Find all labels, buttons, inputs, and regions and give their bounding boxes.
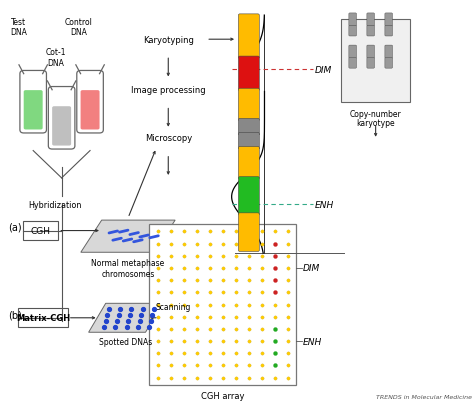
Text: DIM: DIM	[315, 66, 332, 75]
Text: (b): (b)	[9, 310, 22, 320]
FancyBboxPatch shape	[349, 26, 356, 37]
Text: DIM: DIM	[303, 264, 320, 273]
FancyBboxPatch shape	[52, 107, 71, 146]
Text: ENH: ENH	[315, 200, 335, 209]
Text: Spotted DNAs: Spotted DNAs	[99, 337, 152, 346]
Text: Normal metaphase
chromosomes: Normal metaphase chromosomes	[91, 259, 164, 278]
FancyBboxPatch shape	[349, 46, 356, 59]
Text: Control
DNA: Control DNA	[64, 18, 92, 37]
FancyBboxPatch shape	[367, 26, 374, 37]
Text: Scanning: Scanning	[155, 302, 191, 311]
FancyBboxPatch shape	[23, 221, 58, 241]
Text: ENH: ENH	[303, 337, 322, 346]
Text: Test
DNA: Test DNA	[10, 18, 27, 37]
FancyBboxPatch shape	[48, 87, 75, 150]
FancyBboxPatch shape	[238, 57, 259, 91]
Text: Microscopy: Microscopy	[145, 134, 192, 143]
FancyBboxPatch shape	[367, 46, 374, 59]
FancyBboxPatch shape	[238, 177, 259, 216]
Text: Copy-number: Copy-number	[350, 109, 401, 118]
FancyBboxPatch shape	[20, 71, 46, 134]
FancyBboxPatch shape	[81, 91, 100, 130]
FancyBboxPatch shape	[385, 26, 392, 37]
FancyBboxPatch shape	[238, 89, 259, 122]
Polygon shape	[81, 221, 175, 253]
FancyBboxPatch shape	[341, 20, 410, 102]
FancyBboxPatch shape	[238, 15, 259, 59]
FancyBboxPatch shape	[385, 46, 392, 59]
FancyBboxPatch shape	[238, 133, 259, 150]
Polygon shape	[89, 304, 163, 332]
Text: TRENDS in Molecular Medicine: TRENDS in Molecular Medicine	[375, 394, 472, 399]
Text: Image processing: Image processing	[131, 86, 206, 95]
Text: (a): (a)	[9, 222, 22, 231]
FancyBboxPatch shape	[367, 59, 374, 69]
FancyBboxPatch shape	[367, 14, 374, 27]
Text: CGH: CGH	[30, 227, 51, 235]
Text: Hybridization: Hybridization	[28, 200, 81, 209]
Text: Karyotyping: Karyotyping	[143, 36, 194, 45]
FancyBboxPatch shape	[238, 147, 259, 180]
FancyBboxPatch shape	[238, 213, 259, 252]
Text: karyotype: karyotype	[356, 119, 395, 128]
FancyBboxPatch shape	[349, 14, 356, 27]
FancyBboxPatch shape	[238, 119, 259, 136]
Text: CGH array: CGH array	[201, 391, 245, 400]
FancyBboxPatch shape	[149, 225, 296, 385]
Text: Matrix-CGH: Matrix-CGH	[16, 314, 70, 322]
FancyBboxPatch shape	[18, 308, 68, 328]
FancyBboxPatch shape	[385, 14, 392, 27]
Text: Cot-1
DNA: Cot-1 DNA	[46, 48, 66, 67]
FancyBboxPatch shape	[24, 91, 43, 130]
FancyBboxPatch shape	[349, 59, 356, 69]
FancyBboxPatch shape	[77, 71, 103, 134]
FancyBboxPatch shape	[385, 59, 392, 69]
